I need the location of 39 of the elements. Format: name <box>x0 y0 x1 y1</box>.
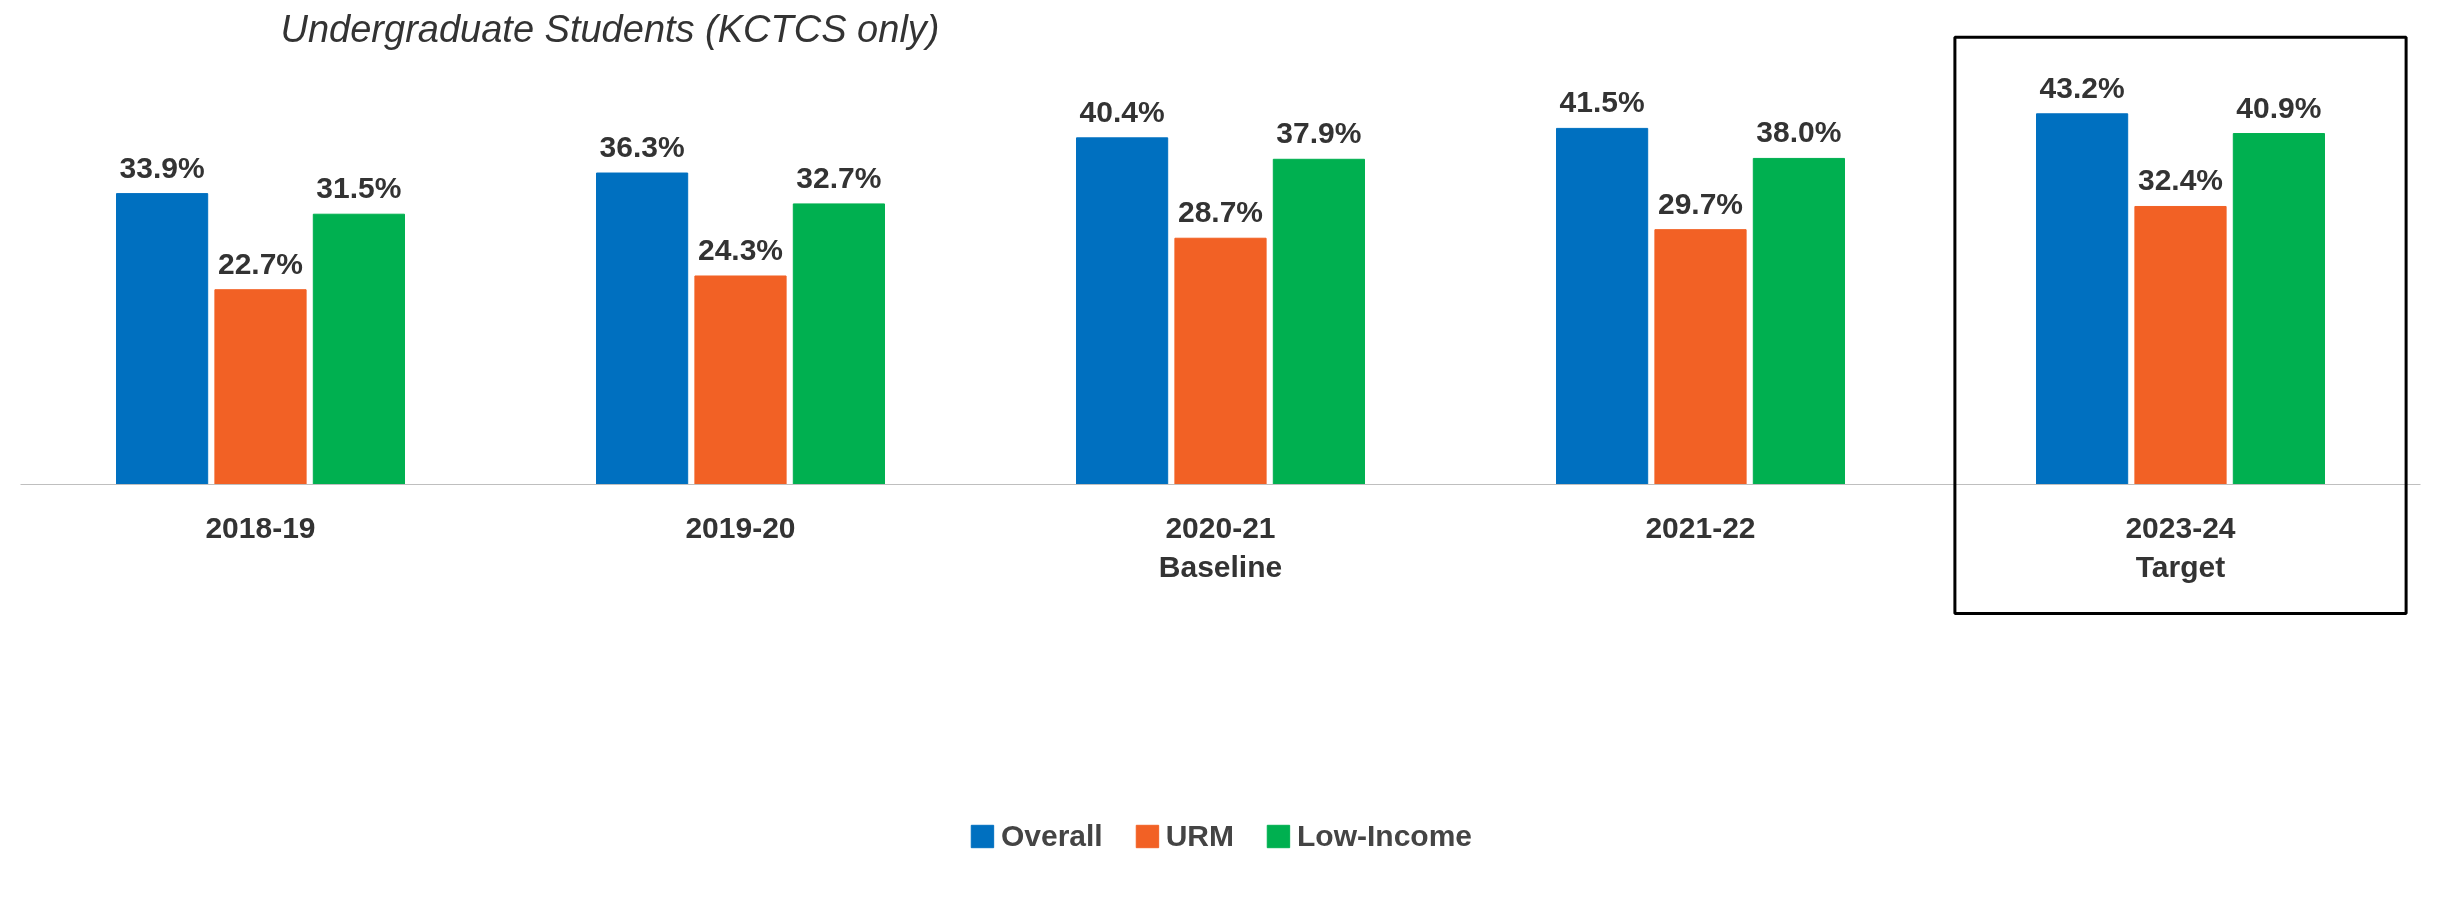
data-label: 36.3% <box>599 130 685 164</box>
bar <box>1272 158 1365 485</box>
x-tick-label: 2020-21 Baseline <box>1158 510 1283 584</box>
bar <box>2232 133 2325 485</box>
data-label: 28.7% <box>1177 195 1264 229</box>
bar <box>1556 127 1649 485</box>
data-label: 43.2% <box>2039 70 2125 104</box>
x-tick-label: 2021-22 <box>1645 510 1756 544</box>
bar <box>1174 237 1267 485</box>
bar <box>312 213 405 485</box>
bar <box>2036 113 2129 485</box>
bar <box>1654 229 1747 485</box>
data-label: 40.4% <box>1079 94 1165 128</box>
data-label: 31.5% <box>316 171 402 205</box>
data-label: 41.5% <box>1559 85 1645 119</box>
bar <box>792 203 885 485</box>
x-tick-label: 2018-19 <box>205 510 316 544</box>
legend-label: URM <box>1165 819 1235 853</box>
data-label: 37.9% <box>1276 116 1362 150</box>
data-label: 40.9% <box>2236 90 2322 124</box>
data-label: 33.9% <box>119 150 205 184</box>
data-label: 38.0% <box>1756 115 1842 149</box>
x-tick-label: 2023-24 Target <box>2125 510 2236 584</box>
x-tick-label: 2019-20 <box>685 510 796 544</box>
data-label: 32.7% <box>796 160 882 194</box>
data-label: 29.7% <box>1657 186 1744 220</box>
bar <box>116 193 209 485</box>
legend-label: Low-Income <box>1297 819 1473 853</box>
bar <box>214 289 307 485</box>
data-label: 24.3% <box>697 232 784 266</box>
legend-label: Overall <box>1000 819 1103 853</box>
bar <box>694 275 787 485</box>
bar <box>2134 205 2227 485</box>
data-label: 32.4% <box>2137 163 2224 197</box>
bar <box>1076 137 1169 485</box>
chart-title: Undergraduate Students (KCTCS only) <box>280 7 940 50</box>
bar <box>596 172 689 485</box>
bar <box>1752 157 1845 485</box>
data-label: 22.7% <box>217 246 304 280</box>
